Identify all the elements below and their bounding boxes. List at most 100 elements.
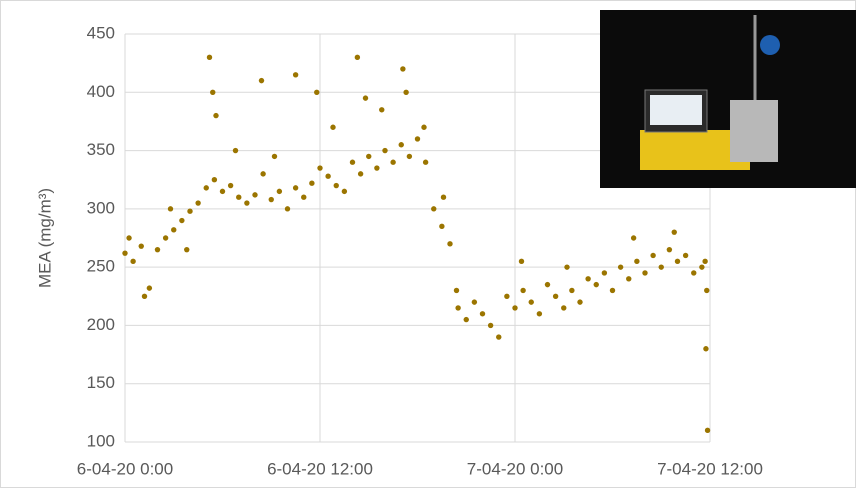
point (702, 259, 707, 264)
point (431, 206, 436, 211)
point (569, 288, 574, 293)
point (382, 148, 387, 153)
point (122, 250, 127, 255)
point (363, 95, 368, 100)
point (358, 171, 363, 176)
point (330, 125, 335, 130)
point (667, 247, 672, 252)
point (252, 192, 257, 197)
point (699, 264, 704, 269)
point (204, 185, 209, 190)
point (366, 154, 371, 159)
point (441, 195, 446, 200)
point (594, 282, 599, 287)
point (314, 90, 319, 95)
point (244, 200, 249, 205)
point (272, 154, 277, 159)
point (374, 165, 379, 170)
point (439, 224, 444, 229)
point (317, 165, 322, 170)
point (325, 174, 330, 179)
point (130, 259, 135, 264)
point (147, 285, 152, 290)
point (220, 189, 225, 194)
point (390, 160, 395, 165)
photo-unit (730, 100, 778, 162)
point (163, 235, 168, 240)
point (309, 181, 314, 186)
point (683, 253, 688, 258)
point (529, 299, 534, 304)
point (496, 334, 501, 339)
point (168, 206, 173, 211)
page: MEA (mg/m³) 1001502002503003504004506-04… (0, 0, 856, 493)
point (142, 294, 147, 299)
point (269, 197, 274, 202)
point (577, 299, 582, 304)
point (212, 177, 217, 182)
point (293, 185, 298, 190)
point (293, 72, 298, 77)
point (171, 227, 176, 232)
point (631, 235, 636, 240)
point (626, 276, 631, 281)
point (342, 189, 347, 194)
point (207, 55, 212, 60)
point (488, 323, 493, 328)
y-tick-label: 450 (87, 23, 115, 42)
point (155, 247, 160, 252)
point (126, 235, 131, 240)
point (334, 183, 339, 188)
point (480, 311, 485, 316)
point (260, 171, 265, 176)
point (564, 264, 569, 269)
point (236, 195, 241, 200)
y-axis-label: MEA (mg/m³) (35, 188, 54, 288)
point (553, 294, 558, 299)
point (610, 288, 615, 293)
point (421, 125, 426, 130)
point (447, 241, 452, 246)
point (675, 259, 680, 264)
point (403, 90, 408, 95)
point (704, 288, 709, 293)
point (301, 195, 306, 200)
point (618, 264, 623, 269)
point (399, 142, 404, 147)
photo-probe (760, 35, 780, 55)
point (545, 282, 550, 287)
point (277, 189, 282, 194)
point (464, 317, 469, 322)
point (210, 90, 215, 95)
point (650, 253, 655, 258)
y-tick-label: 150 (87, 373, 115, 392)
point (285, 206, 290, 211)
point (519, 259, 524, 264)
y-tick-label: 300 (87, 198, 115, 217)
x-tick-label: 7-04-20 0:00 (467, 459, 563, 478)
x-tick-label: 6-04-20 0:00 (77, 459, 173, 478)
point (537, 311, 542, 316)
point (415, 136, 420, 141)
point (423, 160, 428, 165)
point (139, 243, 144, 248)
point (642, 270, 647, 275)
photo-screen (650, 95, 702, 125)
point (233, 148, 238, 153)
point (407, 154, 412, 159)
point (672, 229, 677, 234)
y-tick-label: 350 (87, 140, 115, 159)
point (585, 276, 590, 281)
x-tick-label: 6-04-20 12:00 (267, 459, 373, 478)
y-tick-label: 100 (87, 431, 115, 450)
point (187, 208, 192, 213)
point (504, 294, 509, 299)
point (228, 183, 233, 188)
point (379, 107, 384, 112)
photo (600, 10, 856, 188)
point (184, 247, 189, 252)
point (454, 288, 459, 293)
y-tick-label: 400 (87, 82, 115, 101)
point (355, 55, 360, 60)
point (634, 259, 639, 264)
